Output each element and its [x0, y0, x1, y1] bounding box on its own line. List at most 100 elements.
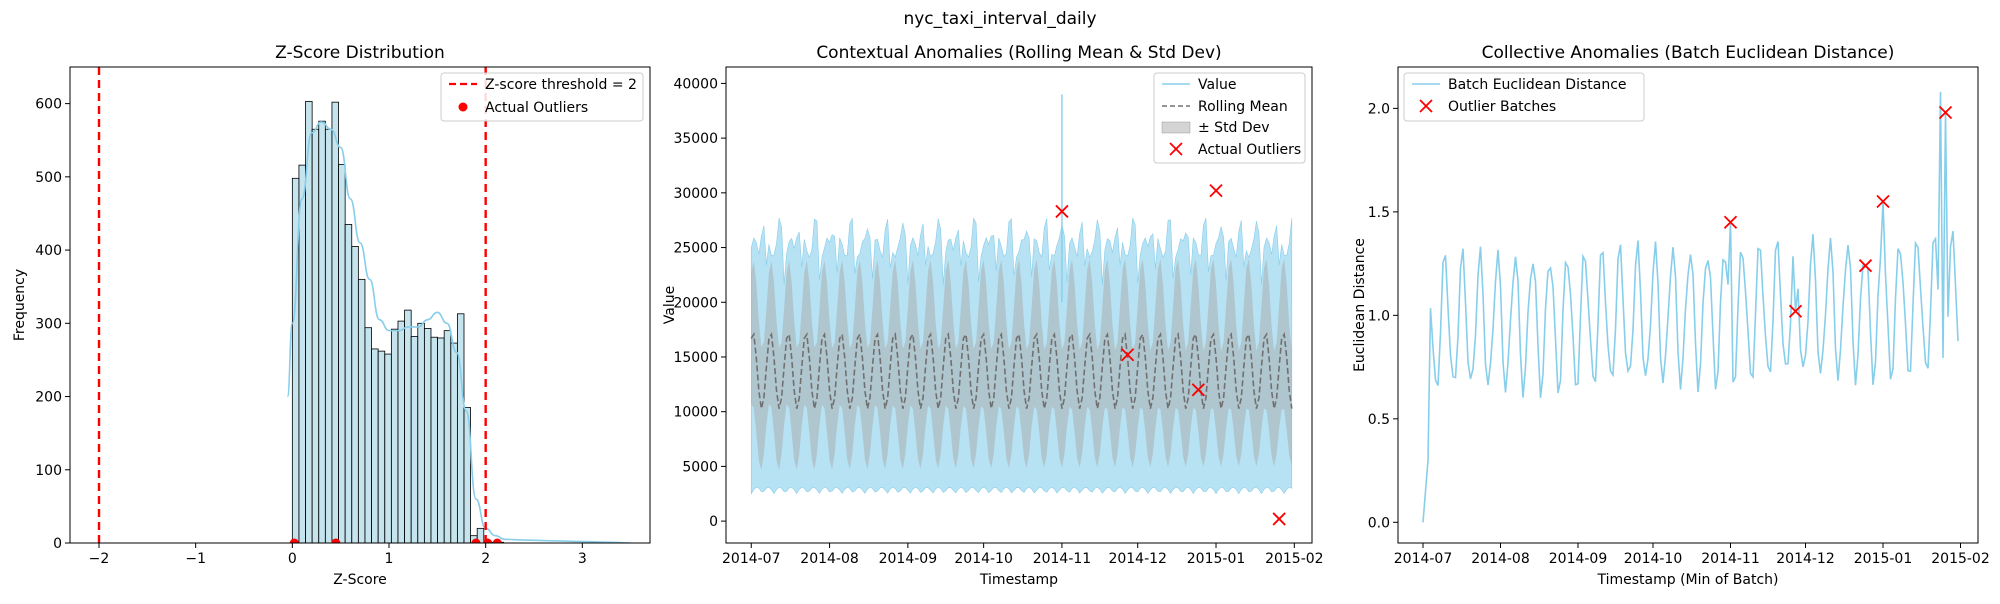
x-tick-label: 2014-12: [1776, 551, 1835, 567]
histogram-bar: [418, 323, 425, 543]
legend-actual-outliers-label: Actual Outliers: [1198, 142, 1301, 158]
y-tick-label: 500: [35, 170, 62, 186]
x-tick-label: −2: [89, 551, 110, 567]
x-tick-label: 2014-07: [1394, 551, 1453, 567]
x-tick-label: 2014-08: [1471, 551, 1530, 567]
y-tick-label: 40000: [673, 76, 718, 92]
x-tick-label: 2014-10: [1624, 551, 1683, 567]
histogram-bar: [438, 338, 445, 543]
histogram-bar: [398, 321, 405, 543]
legend-outlier-dot: [459, 103, 468, 112]
histogram-bar: [339, 164, 346, 543]
x-tick-label: 0: [288, 551, 297, 567]
zscore-ylabel: Frequency: [12, 269, 28, 341]
x-tick-label: 2015-01: [1854, 551, 1913, 567]
collective-title: Collective Anomalies (Batch Euclidean Di…: [1482, 43, 1895, 63]
collective-xlabel: Timestamp (Min of Batch): [1596, 572, 1778, 588]
y-tick-label: 200: [35, 390, 62, 406]
x-tick-label: 2014-09: [1549, 551, 1608, 567]
y-tick-label: 10000: [673, 405, 718, 421]
x-tick-label: 2015-02: [1931, 551, 1990, 567]
zscore-legend: Z-score threshold = 2 Actual Outliers: [441, 73, 643, 121]
x-tick-label: 2014-08: [800, 551, 859, 567]
histogram-bar: [411, 336, 418, 543]
x-tick-label: 2014-09: [879, 551, 938, 567]
y-tick-label: 25000: [673, 241, 718, 257]
legend-rolling-label: Rolling Mean: [1198, 99, 1288, 115]
y-tick-label: 35000: [673, 131, 718, 147]
x-tick-label: −1: [185, 551, 206, 567]
histogram-bar: [378, 351, 385, 543]
histogram-bar: [312, 129, 319, 543]
outlier-marker: [1273, 513, 1285, 525]
x-tick-label: 2014-10: [954, 551, 1013, 567]
zscore-xlabel: Z-Score: [333, 572, 387, 588]
histogram-bar: [451, 343, 458, 543]
histogram-bar: [405, 310, 412, 543]
y-tick-label: 1.5: [1368, 205, 1390, 221]
legend-std-swatch: [1162, 122, 1190, 133]
collective-legend: Batch Euclidean Distance Outlier Batches: [1404, 73, 1644, 121]
legend-std-label: ± Std Dev: [1198, 120, 1270, 136]
x-tick-label: 2015-01: [1187, 551, 1246, 567]
x-tick-label: 2014-12: [1108, 551, 1167, 567]
y-tick-label: 400: [35, 243, 62, 259]
legend-outlier-label: Actual Outliers: [485, 100, 588, 116]
x-tick-label: 2014-11: [1033, 551, 1092, 567]
outlier-marker: [1210, 185, 1222, 197]
y-tick-label: 0: [709, 514, 718, 530]
y-tick-label: 15000: [673, 350, 718, 366]
histogram-bar: [457, 314, 464, 543]
histogram-bar: [424, 328, 431, 543]
contextual-legend: Value Rolling Mean ± Std Dev Actual Outl…: [1154, 73, 1305, 163]
zscore-panel: Z-Score Distribution −2 −1 0 1 2 3 0 100 200 300 4…: [12, 43, 650, 588]
contextual-panel: Contextual Anomalies (Rolling Mean & Std…: [662, 43, 1324, 588]
figure-title: nyc_taxi_interval_daily: [903, 9, 1096, 29]
legend-threshold-label: Z-score threshold = 2: [485, 77, 637, 93]
histogram-bar: [319, 121, 326, 543]
histogram-bar: [444, 331, 451, 543]
y-tick-label: 2.0: [1368, 101, 1390, 117]
histogram-bar: [299, 165, 306, 543]
zscore-title: Z-Score Distribution: [275, 43, 445, 63]
histogram-bar: [365, 328, 372, 543]
y-tick-label: 100: [35, 463, 62, 479]
collective-ylabel: Euclidean Distance: [1352, 238, 1368, 372]
histogram-bar: [345, 224, 352, 543]
histogram-bar: [325, 129, 332, 543]
y-tick-label: 0.0: [1368, 515, 1390, 531]
legend-outlier-batches-label: Outlier Batches: [1448, 99, 1556, 115]
collective-panel: Collective Anomalies (Batch Euclidean Di…: [1352, 43, 1990, 588]
y-tick-label: 20000: [673, 295, 718, 311]
histogram-bar: [358, 279, 365, 543]
contextual-title: Contextual Anomalies (Rolling Mean & Std…: [816, 43, 1221, 63]
contextual-xlabel: Timestamp: [979, 572, 1058, 588]
collective-axes-frame: [1398, 67, 1978, 543]
y-tick-label: 0.5: [1368, 412, 1390, 428]
x-tick-label: 2014-07: [722, 551, 781, 567]
outlier-batch-marker: [1860, 260, 1872, 272]
histogram-bar: [391, 329, 398, 543]
y-tick-label: 1.0: [1368, 308, 1390, 324]
histogram-bar: [332, 102, 339, 543]
histogram-bar: [372, 349, 379, 543]
x-tick-label: 2: [481, 551, 490, 567]
y-tick-label: 600: [35, 97, 62, 113]
x-tick-label: 1: [385, 551, 394, 567]
histogram-bar: [431, 337, 438, 543]
contextual-ylabel: Value: [662, 286, 678, 324]
x-tick-label: 2014-11: [1701, 551, 1760, 567]
legend-value-label: Value: [1198, 77, 1236, 93]
y-tick-label: 5000: [682, 459, 718, 475]
y-tick-label: 30000: [673, 186, 718, 202]
y-tick-label: 0: [53, 536, 62, 552]
legend-batch-label: Batch Euclidean Distance: [1448, 77, 1627, 93]
euclidean-line: [1423, 92, 1958, 522]
x-tick-label: 3: [578, 551, 587, 567]
histogram-bar: [385, 354, 392, 543]
histogram-bar: [352, 246, 359, 543]
y-tick-label: 300: [35, 316, 62, 332]
x-tick-label: 2015-02: [1265, 551, 1324, 567]
